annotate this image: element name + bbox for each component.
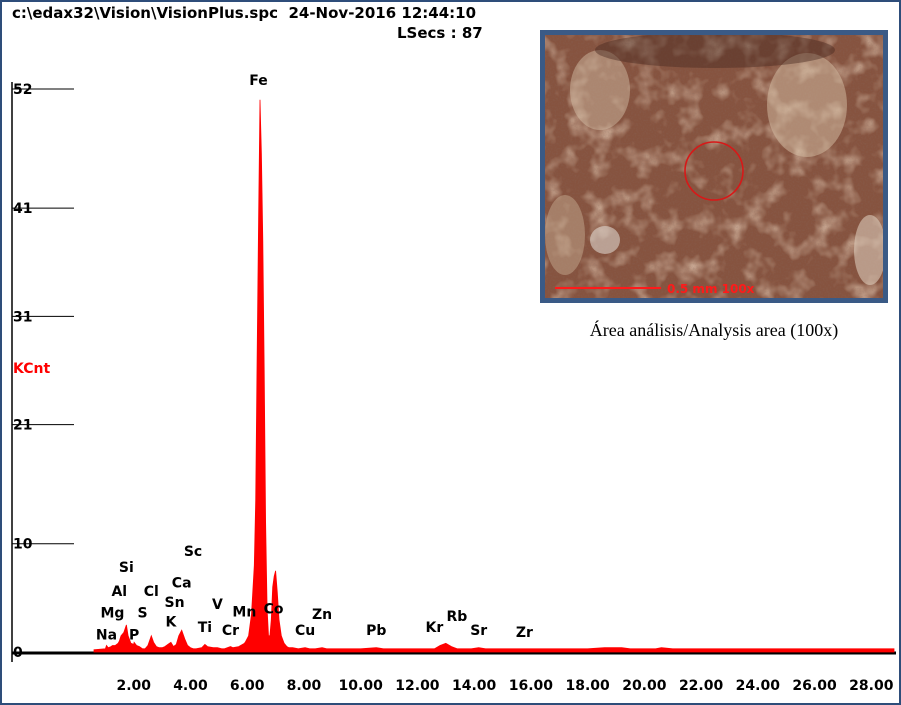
element-label-ti: Ti bbox=[198, 620, 212, 636]
element-label-kr: Kr bbox=[426, 620, 444, 636]
y-tick-label: 10 bbox=[13, 537, 33, 553]
element-label-mn: Mn bbox=[232, 605, 256, 621]
element-label-sc: Sc bbox=[184, 544, 202, 560]
element-label-al: Al bbox=[111, 584, 127, 600]
x-tick-label: 18.00 bbox=[565, 678, 610, 694]
x-tick-label: 2.00 bbox=[116, 678, 151, 694]
chart-marks bbox=[93, 99, 895, 653]
x-tick-label: 14.00 bbox=[452, 678, 497, 694]
element-label-si: Si bbox=[119, 560, 134, 576]
inset-caption: Área análisis/Analysis area (100x) bbox=[589, 320, 839, 340]
element-label-fe: Fe bbox=[249, 73, 268, 89]
element-label-s: S bbox=[137, 606, 147, 622]
x-tick-label: 16.00 bbox=[509, 678, 554, 694]
x-tick-label: 4.00 bbox=[173, 678, 208, 694]
x-tick-label: 12.00 bbox=[395, 678, 440, 694]
x-tick-label: 26.00 bbox=[792, 678, 837, 694]
element-label-zr: Zr bbox=[516, 625, 533, 641]
y-tick-label: 41 bbox=[13, 201, 32, 217]
y-axis-label: KCnt bbox=[13, 361, 50, 377]
micrograph-light-patch bbox=[570, 50, 630, 130]
micrograph-light-patch bbox=[545, 195, 585, 275]
lsecs-label: LSecs : bbox=[397, 24, 457, 42]
element-label-p: P bbox=[129, 627, 139, 643]
spectrum-area bbox=[93, 99, 895, 653]
element-label-sn: Sn bbox=[165, 595, 185, 611]
chart-axes bbox=[11, 82, 896, 662]
element-label-mg: Mg bbox=[100, 606, 124, 622]
micrograph-image: 0.5 mm 100x bbox=[545, 35, 883, 298]
y-tick-label: 0 bbox=[13, 645, 23, 661]
element-label-rb: Rb bbox=[446, 609, 467, 625]
acquisition-datetime: 24-Nov-2016 12:44:10 bbox=[288, 4, 477, 22]
element-label-k: K bbox=[165, 614, 177, 630]
micrograph-light-patch bbox=[767, 53, 847, 157]
element-label-v: V bbox=[212, 597, 223, 613]
file-path: c:\edax32\Vision\VisionPlus.spc bbox=[12, 4, 278, 22]
x-tick-label: 22.00 bbox=[679, 678, 724, 694]
element-label-cl: Cl bbox=[144, 584, 159, 600]
element-label-na: Na bbox=[96, 627, 117, 643]
micrograph-light-patch bbox=[590, 226, 620, 254]
element-label-cu: Cu bbox=[295, 623, 315, 639]
x-tick-label: 6.00 bbox=[230, 678, 265, 694]
element-label-cr: Cr bbox=[222, 623, 239, 639]
live-seconds-readout: LSecs : 87 bbox=[397, 24, 483, 42]
x-tick-label: 8.00 bbox=[287, 678, 322, 694]
element-label-ca: Ca bbox=[172, 575, 192, 591]
y-tick-label: 21 bbox=[13, 418, 32, 434]
micrograph-light-patch bbox=[854, 215, 883, 285]
analysis-area-circle bbox=[684, 141, 744, 201]
micrograph-inset: 0.5 mm 100x bbox=[540, 30, 888, 303]
y-tick-label: 52 bbox=[13, 82, 32, 98]
element-label-zn: Zn bbox=[312, 607, 332, 623]
chart-labels: 0 10 21 31 41 52 KCnt 2.00 4.00 6.00 8.00 10.00 12.0… bbox=[13, 73, 894, 694]
element-label-sr: Sr bbox=[470, 623, 487, 639]
x-tick-label: 20.00 bbox=[622, 678, 667, 694]
y-tick-label: 31 bbox=[13, 309, 32, 325]
x-tick-label: 10.00 bbox=[339, 678, 384, 694]
element-label-pb: Pb bbox=[366, 623, 386, 639]
spectrum-file-header: c:\edax32\Vision\VisionPlus.spc 24-Nov-2… bbox=[12, 4, 476, 22]
lsecs-value: 87 bbox=[461, 24, 483, 42]
micrograph-dark-band bbox=[595, 35, 835, 68]
element-label-co: Co bbox=[264, 601, 284, 617]
x-tick-label: 24.00 bbox=[736, 678, 781, 694]
x-tick-label: 28.00 bbox=[849, 678, 894, 694]
scale-bar-label: 0.5 mm 100x bbox=[667, 282, 755, 296]
